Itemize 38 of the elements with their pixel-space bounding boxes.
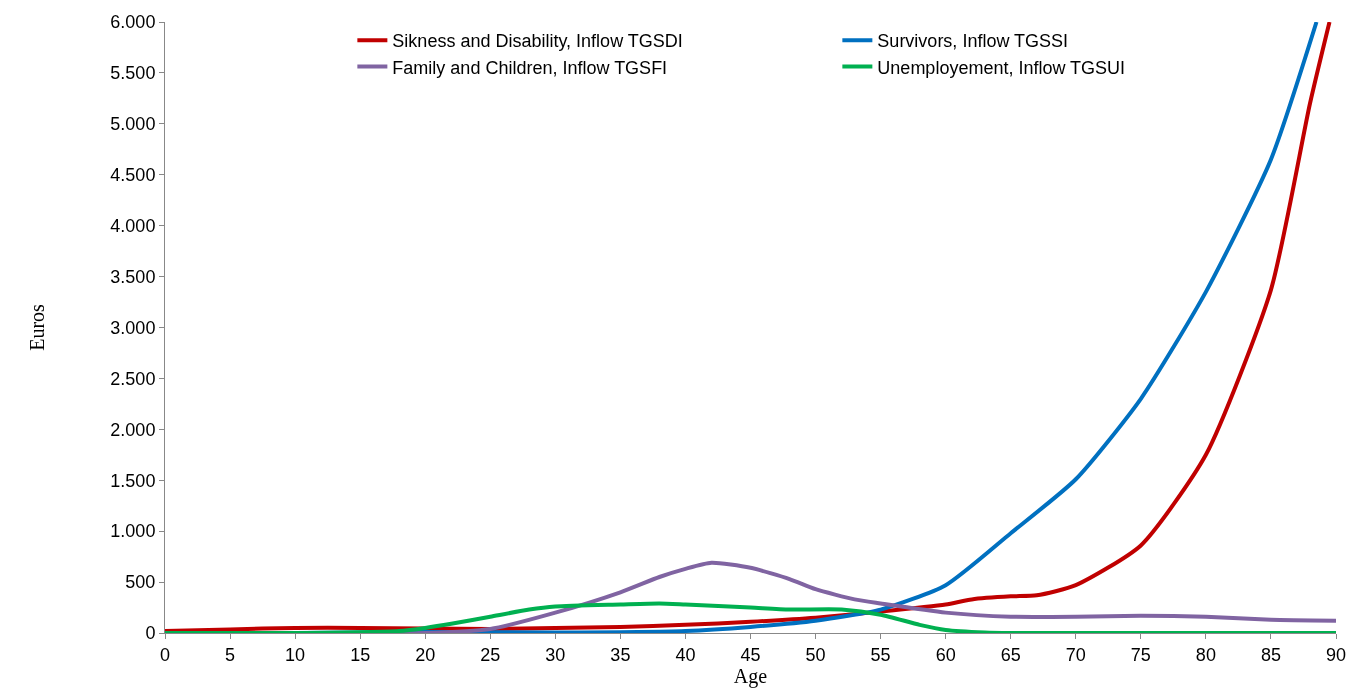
y-tick-label: 2.000 [110, 419, 156, 440]
x-tick-label: 75 [1130, 644, 1151, 665]
x-tick-label: 10 [285, 644, 306, 665]
x-tick-label: 70 [1065, 644, 1086, 665]
x-tick-label: 25 [480, 644, 501, 665]
x-tick-label: 60 [935, 644, 956, 665]
y-tick-label: 4.500 [110, 165, 156, 186]
x-tick-label: 80 [1195, 644, 1216, 665]
x-tick-label: 15 [350, 644, 371, 665]
x-tick-label: 90 [1325, 644, 1347, 665]
y-tick-label: 2.500 [110, 368, 156, 389]
y-tick-label: 4.000 [110, 215, 156, 236]
y-axis-title: Euros [25, 303, 48, 351]
legend-label: Family and Children, Inflow TGSFI [392, 57, 668, 78]
y-tick-label: 500 [125, 572, 156, 593]
legend-label: Sikness and Disability, Inflow TGSDI [392, 31, 683, 52]
x-tick-label: 35 [610, 644, 631, 665]
x-tick-label: 5 [225, 644, 236, 665]
y-tick-label: 3.000 [110, 317, 156, 338]
y-tick-label: 1.000 [110, 521, 156, 542]
y-tick-label: 1.500 [110, 470, 156, 491]
x-tick-label: 55 [870, 644, 891, 665]
y-tick-label: 3.500 [110, 266, 156, 287]
y-tick-label: 6.000 [110, 12, 156, 33]
y-tick-label: 5.500 [110, 63, 156, 84]
x-tick-label: 45 [740, 644, 761, 665]
legend-label: Unemployement, Inflow TGSUI [877, 57, 1126, 78]
x-tick-label: 20 [415, 644, 436, 665]
x-axis-title: Age [733, 664, 768, 688]
x-tick-label: 50 [805, 644, 826, 665]
x-tick-label: 85 [1260, 644, 1281, 665]
x-tick-label: 65 [1000, 644, 1021, 665]
legend-label: Survivors, Inflow TGSSI [877, 31, 1069, 52]
x-tick-label: 0 [159, 644, 171, 665]
x-tick-label: 40 [675, 644, 696, 665]
y-tick-label: 0 [145, 623, 156, 644]
y-tick-label: 5.000 [110, 114, 156, 135]
x-tick-label: 30 [545, 644, 566, 665]
